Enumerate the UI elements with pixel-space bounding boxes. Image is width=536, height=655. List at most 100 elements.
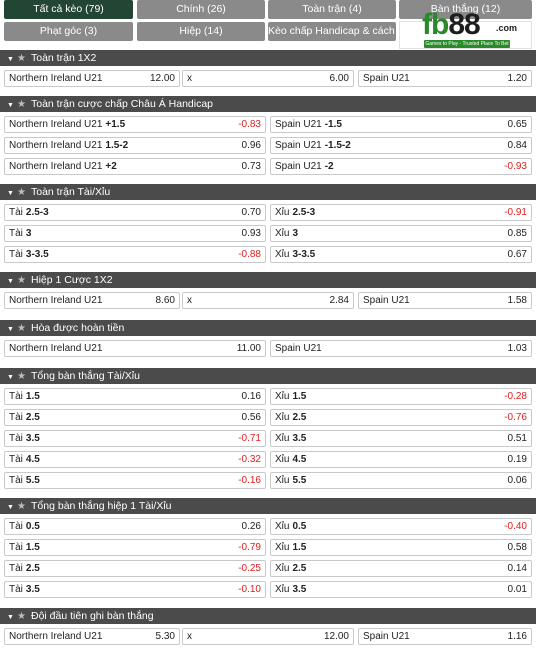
favorite-star-icon[interactable]: ★ [17, 611, 26, 622]
section-header[interactable]: ▼ ★ Đội đầu tiên ghi bàn thắng [0, 608, 536, 624]
odds-button[interactable]: Northern Ireland U21 5.30 [4, 628, 180, 645]
odds-button[interactable]: Xỉu 3-3.5 0.67 [270, 246, 532, 263]
section-header[interactable]: ▼ ★ Tổng bàn thắng Tài/Xỉu [0, 368, 536, 384]
favorite-star-icon[interactable]: ★ [17, 371, 26, 382]
section-header[interactable]: ▼ ★ Toàn trận cược chấp Châu Á Handicap [0, 96, 536, 112]
odds-value: -0.28 [504, 391, 527, 402]
odds-button[interactable]: Tài 1.5 0.16 [4, 388, 266, 405]
collapse-chevron-icon[interactable]: ▼ [7, 278, 14, 285]
odds-button[interactable]: x 12.00 [182, 628, 354, 645]
selection-name: Tài [9, 454, 23, 465]
odds-button[interactable]: Tài 3 0.93 [4, 225, 266, 242]
fb88-logo: fb88 .com Games to Play - Trusted Place … [399, 8, 532, 49]
odds-button[interactable]: Xỉu 2.5 -0.76 [270, 409, 532, 426]
selection-label: Tài 0.5 [9, 519, 40, 534]
tab-full-match[interactable]: Toàn trận (4) [268, 0, 396, 19]
section-header[interactable]: ▼ ★ Toàn trận 1X2 [0, 50, 536, 66]
favorite-star-icon[interactable]: ★ [17, 99, 26, 110]
tab-corners[interactable]: Phạt góc (3) [4, 22, 133, 41]
section-title: Đội đầu tiên ghi bàn thắng [31, 610, 154, 622]
odds-button[interactable]: Northern Ireland U21 +1.5 -0.83 [4, 116, 266, 133]
selection-name: Tài [9, 433, 23, 444]
odds-button[interactable]: Tài 0.5 0.26 [4, 518, 266, 535]
collapse-chevron-icon[interactable]: ▼ [7, 56, 14, 63]
odds-button[interactable]: x 6.00 [182, 70, 354, 87]
favorite-star-icon[interactable]: ★ [17, 187, 26, 198]
odds-row: Northern Ireland U21 5.30 x 12.00 Spain U21 1… [0, 628, 536, 645]
odds-button[interactable]: Xỉu 2.5 0.14 [270, 560, 532, 577]
selection-name: Northern Ireland U21 [9, 119, 103, 130]
odds-button[interactable]: Spain U21 -2 -0.93 [270, 158, 532, 175]
odds-button[interactable]: Xỉu 5.5 0.06 [270, 472, 532, 489]
odds-button[interactable]: Northern Ireland U21 8.60 [4, 292, 180, 309]
section-header[interactable]: ▼ ★ Toàn trận Tài/Xỉu [0, 184, 536, 200]
handicap-line: 1.5-2 [105, 140, 129, 151]
selection-label: Northern Ireland U21 [9, 293, 102, 308]
odds-value: 0.51 [507, 433, 527, 444]
odds-button[interactable]: Xỉu 4.5 0.19 [270, 451, 532, 468]
odds-button[interactable]: Northern Ireland U21 11.00 [4, 340, 266, 357]
selection-label: Northern Ireland U21 [9, 341, 102, 356]
handicap-line: 3.5 [25, 433, 40, 444]
selection-name: x [187, 631, 192, 642]
odds-button[interactable]: Tài 4.5 -0.32 [4, 451, 266, 468]
odds-button[interactable]: Xỉu 3.5 0.01 [270, 581, 532, 598]
odds-button[interactable]: Tài 2.5 -0.25 [4, 560, 266, 577]
selection-name: Spain U21 [275, 119, 322, 130]
odds-button[interactable]: Tài 3.5 -0.71 [4, 430, 266, 447]
selection-name: Northern Ireland U21 [9, 73, 103, 84]
section-header[interactable]: ▼ ★ Hòa được hoàn tiền [0, 320, 536, 336]
handicap-line: 3-3.5 [25, 249, 49, 260]
section-header[interactable]: ▼ ★ Tổng bàn thắng hiệp 1 Tài/Xỉu [0, 498, 536, 514]
odds-value: 1.58 [507, 295, 527, 306]
odds-button[interactable]: Tài 5.5 -0.16 [4, 472, 266, 489]
market-section: ▼ ★ Toàn trận 1X2 Northern Ireland U21 12.00… [0, 50, 536, 87]
odds-button[interactable]: Tài 3-3.5 -0.88 [4, 246, 266, 263]
odds-button[interactable]: Xỉu 1.5 -0.28 [270, 388, 532, 405]
odds-value: 6.00 [329, 73, 349, 84]
odds-button[interactable]: Northern Ireland U21 +2 0.73 [4, 158, 266, 175]
tab-halves[interactable]: Hiệp (14) [137, 22, 265, 41]
favorite-star-icon[interactable]: ★ [17, 323, 26, 334]
odds-button[interactable]: Spain U21 -1.5 0.65 [270, 116, 532, 133]
odds-button[interactable]: Xỉu 3.5 0.51 [270, 430, 532, 447]
odds-button[interactable]: Xỉu 2.5-3 -0.91 [270, 204, 532, 221]
odds-button[interactable]: Tài 2.5 0.56 [4, 409, 266, 426]
odds-button[interactable]: Spain U21 -1.5-2 0.84 [270, 137, 532, 154]
tab-all-markets[interactable]: Tất cả kèo (79) [4, 0, 133, 19]
section-header[interactable]: ▼ ★ Hiệp 1 Cược 1X2 [0, 272, 536, 288]
collapse-chevron-icon[interactable]: ▼ [7, 504, 14, 511]
odds-button[interactable]: Tài 3.5 -0.10 [4, 581, 266, 598]
odds-value: -0.79 [238, 542, 261, 553]
odds-button[interactable]: x 2.84 [182, 292, 354, 309]
favorite-star-icon[interactable]: ★ [17, 275, 26, 286]
odds-button[interactable]: Tài 2.5-3 0.70 [4, 204, 266, 221]
tab-handicap-margin[interactable]: Kèo chấp Handicap & cách biệt (3) [268, 22, 396, 41]
odds-value: 0.06 [507, 475, 527, 486]
favorite-star-icon[interactable]: ★ [17, 501, 26, 512]
odds-button[interactable]: Northern Ireland U21 1.5-2 0.96 [4, 137, 266, 154]
collapse-chevron-icon[interactable]: ▼ [7, 614, 14, 621]
odds-button[interactable]: Spain U21 1.16 [358, 628, 532, 645]
selection-name: Spain U21 [363, 295, 410, 306]
favorite-star-icon[interactable]: ★ [17, 53, 26, 64]
tab-goals[interactable]: Bàn thắng (12) [399, 0, 532, 19]
tab-main[interactable]: Chính (26) [137, 0, 265, 19]
selection-label: Xỉu 2.5 [275, 561, 306, 576]
handicap-line: 3.5 [292, 433, 307, 444]
odds-button[interactable]: Northern Ireland U21 12.00 [4, 70, 180, 87]
odds-button[interactable]: Tài 1.5 -0.79 [4, 539, 266, 556]
collapse-chevron-icon[interactable]: ▼ [7, 190, 14, 197]
odds-button[interactable]: Spain U21 1.03 [270, 340, 532, 357]
selection-label: Tài 1.5 [9, 540, 40, 555]
collapse-chevron-icon[interactable]: ▼ [7, 326, 14, 333]
odds-button[interactable]: Xỉu 3 0.85 [270, 225, 532, 242]
odds-button[interactable]: Spain U21 1.20 [358, 70, 532, 87]
selection-name: Tài [9, 249, 23, 260]
odds-button[interactable]: Xỉu 1.5 0.58 [270, 539, 532, 556]
odds-button[interactable]: Xỉu 0.5 -0.40 [270, 518, 532, 535]
collapse-chevron-icon[interactable]: ▼ [7, 374, 14, 381]
odds-button[interactable]: Spain U21 1.58 [358, 292, 532, 309]
collapse-chevron-icon[interactable]: ▼ [7, 102, 14, 109]
selection-label: Northern Ireland U21 [9, 71, 102, 86]
